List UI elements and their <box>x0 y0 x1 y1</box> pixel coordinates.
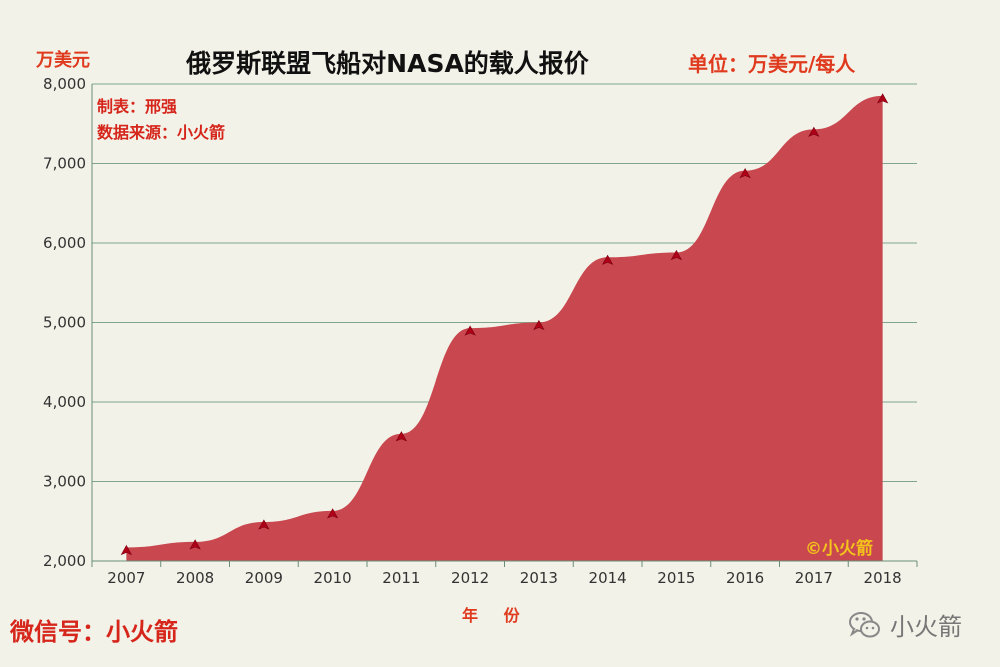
data-point-marker <box>189 539 201 550</box>
x-tick-label: 2007 <box>107 569 145 587</box>
x-tick-label: 2015 <box>657 569 695 587</box>
wechat-id-text: 微信号：小火箭 <box>10 618 178 646</box>
maker-credit: 制表：邢强 <box>97 97 178 116</box>
wechat-icon <box>849 611 880 637</box>
y-tick-label: 2,000 <box>43 552 86 570</box>
x-tick-label: 2016 <box>726 569 764 587</box>
area-series <box>126 95 883 562</box>
data-point-marker <box>258 519 270 530</box>
data-source-credit: 数据来源：小火箭 <box>97 123 226 142</box>
data-point-marker <box>601 254 614 265</box>
y-tick-label: 3,000 <box>43 473 86 491</box>
x-tick-label: 2017 <box>795 569 833 587</box>
brand-watermark: 小火箭 <box>848 607 962 642</box>
y-tick-label: 6,000 <box>43 234 86 252</box>
y-tick-label: 7,000 <box>43 155 86 173</box>
x-tick-label: 2011 <box>382 569 420 587</box>
data-point-marker <box>533 319 545 331</box>
brand-name: 小火箭 <box>890 613 962 641</box>
y-axis-unit-label: 万美元 <box>36 50 90 71</box>
x-tick-label: 2018 <box>864 569 902 587</box>
x-tick-label: 2009 <box>245 569 283 587</box>
data-point-marker <box>120 544 133 556</box>
data-point-marker <box>670 249 683 261</box>
x-tick-label: 2010 <box>314 569 352 587</box>
data-point-marker <box>395 431 408 442</box>
x-tick-label: 2008 <box>176 569 214 587</box>
data-point-marker <box>808 126 820 137</box>
x-tick-label: 2013 <box>520 569 558 587</box>
chart-title: 俄罗斯联盟飞船对NASA的载人报价 <box>186 49 589 78</box>
unit-note: 单位：万美元/每人 <box>688 52 856 76</box>
data-point-marker <box>876 93 889 104</box>
x-axis-title: 年 份 <box>462 606 530 625</box>
x-tick-label: 2012 <box>451 569 489 587</box>
data-point-marker <box>464 325 476 336</box>
copyright-watermark: ©小火箭 <box>805 539 873 559</box>
data-point-marker <box>326 508 339 519</box>
y-tick-label: 4,000 <box>43 393 86 411</box>
x-tick-label: 2014 <box>589 569 627 587</box>
y-tick-label: 8,000 <box>43 75 86 93</box>
y-tick-label: 5,000 <box>43 314 86 332</box>
data-point-marker <box>739 168 751 179</box>
